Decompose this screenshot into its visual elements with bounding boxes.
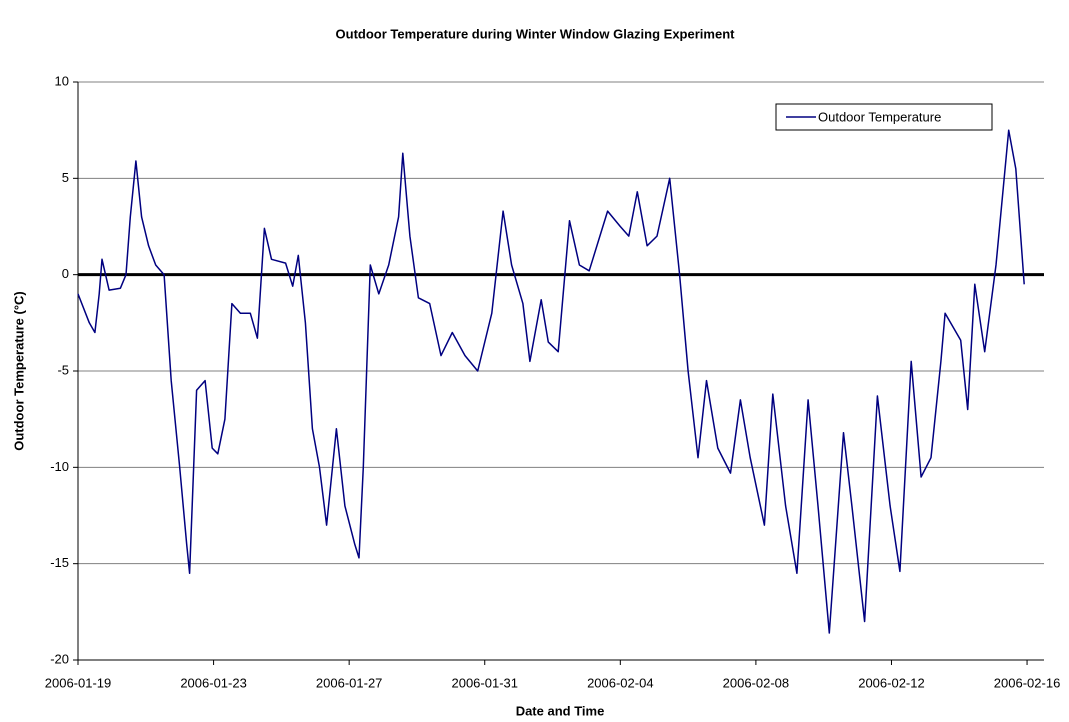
y-axis-title: Outdoor Temperature (°C) [11, 291, 26, 451]
chart-title: Outdoor Temperature during Winter Window… [336, 26, 736, 41]
x-tick-label: 2006-02-12 [858, 675, 925, 690]
y-tick-label: -5 [57, 362, 69, 377]
legend-label: Outdoor Temperature [818, 109, 941, 124]
x-tick-label: 2006-02-16 [994, 675, 1061, 690]
series-line [77, 129, 1025, 634]
y-tick-label: -20 [50, 651, 69, 666]
x-tick-label: 2006-02-04 [587, 675, 654, 690]
x-tick-label: 2006-01-27 [316, 675, 383, 690]
x-tick-label: 2006-01-23 [180, 675, 247, 690]
y-tick-label: -15 [50, 555, 69, 570]
x-tick-label: 2006-02-08 [723, 675, 790, 690]
y-tick-label: -10 [50, 459, 69, 474]
x-axis-title: Date and Time [516, 703, 605, 718]
y-tick-label: 5 [62, 170, 69, 185]
y-tick-label: 10 [55, 73, 69, 88]
y-tick-label: 0 [62, 266, 69, 281]
x-tick-label: 2006-01-31 [451, 675, 518, 690]
x-tick-label: 2006-01-19 [45, 675, 112, 690]
